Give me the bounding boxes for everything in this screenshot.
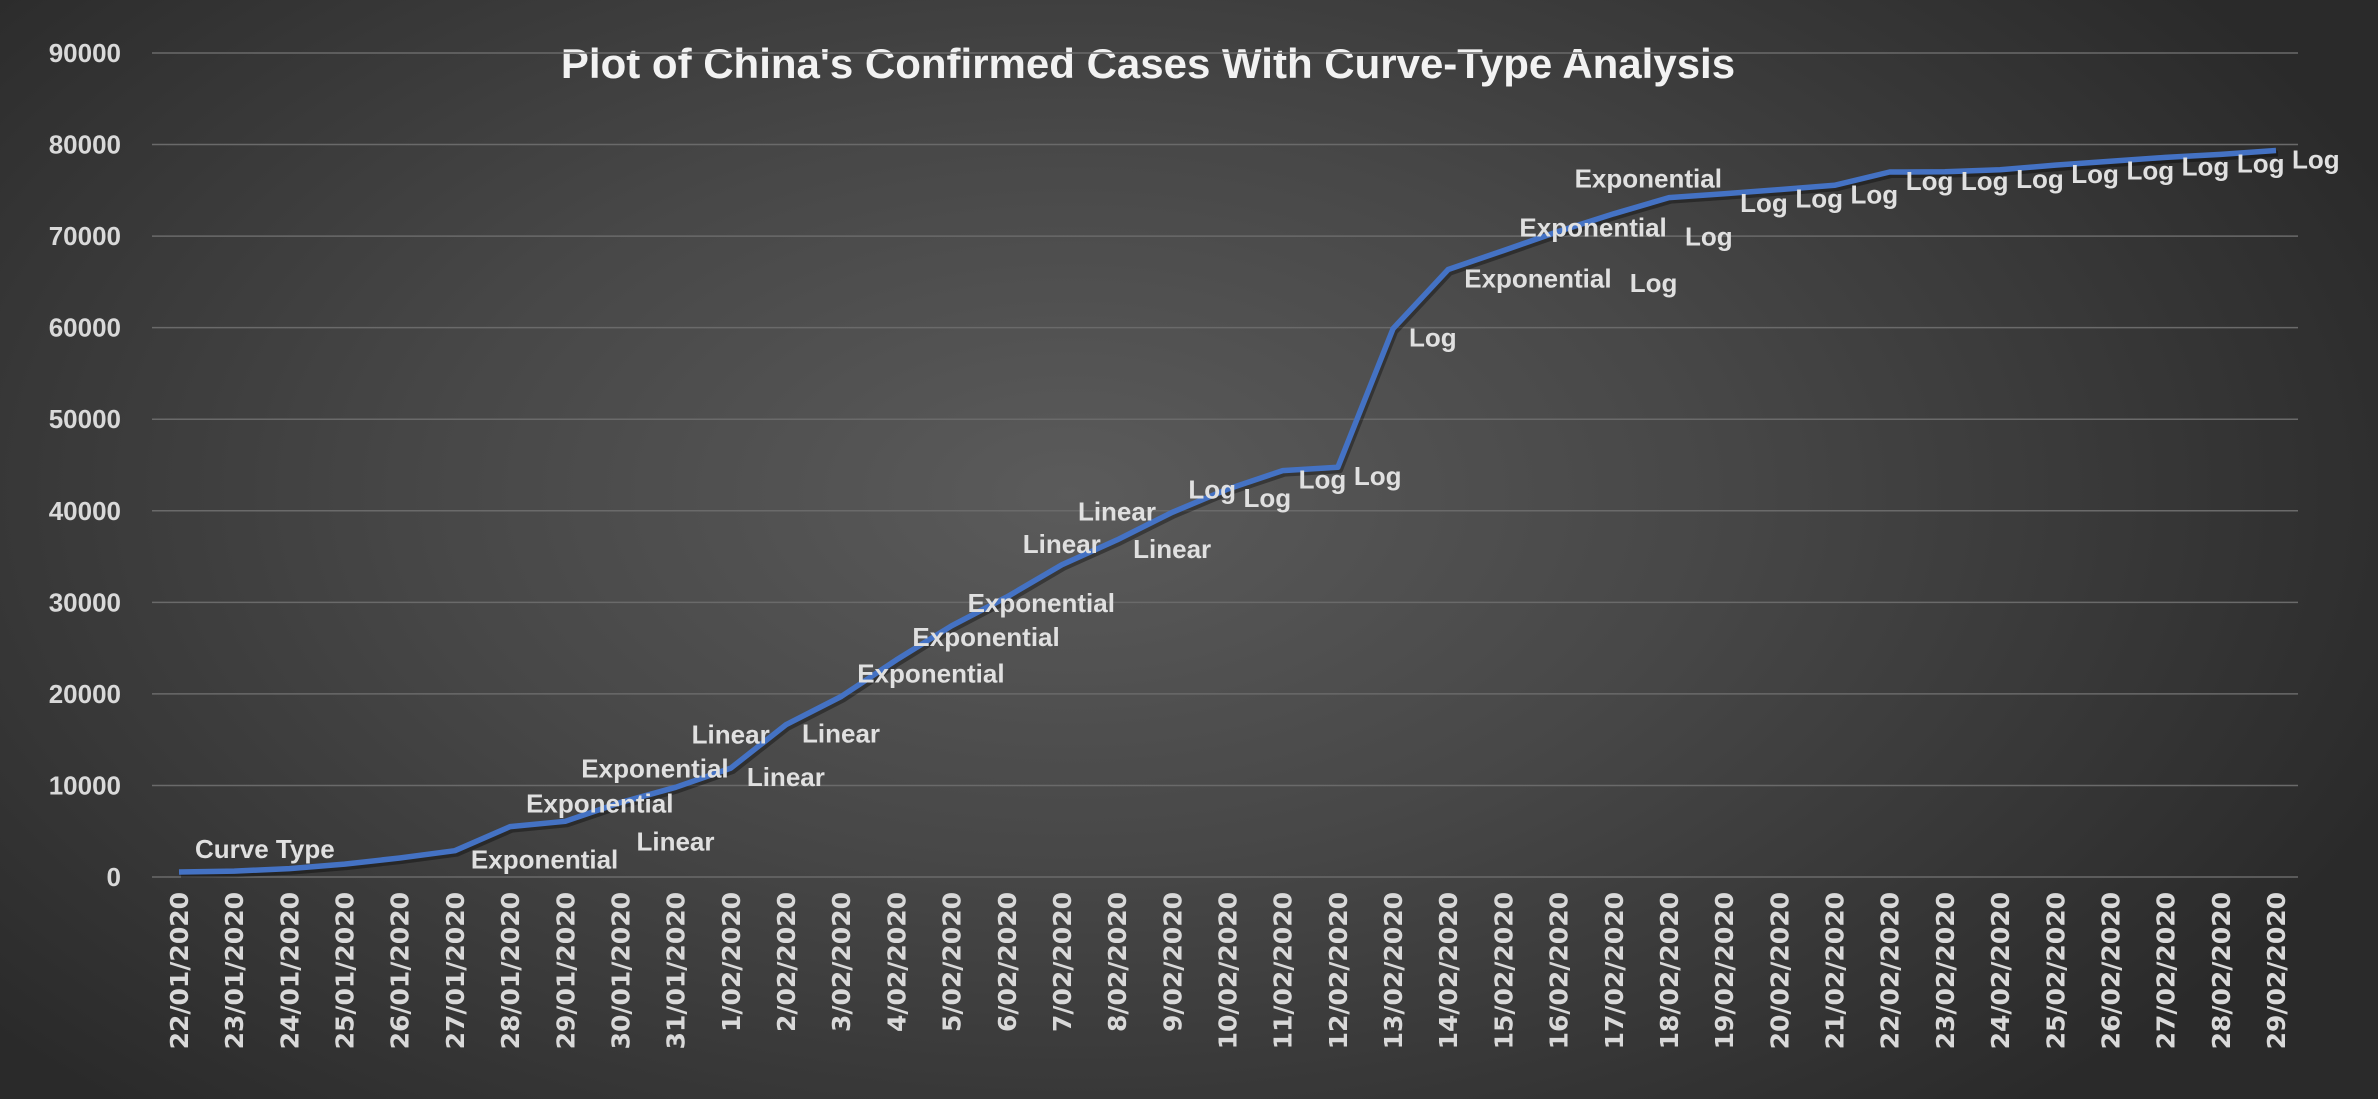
data-label: Exponential [1519,213,1666,243]
data-label: Log [2237,148,2285,178]
x-tick-label: 6/02/2020 [993,892,1022,1032]
data-label: Log [1630,268,1678,298]
data-label: Log [1795,184,1843,214]
x-tick-label: 14/02/2020 [1434,892,1463,1049]
data-label: Linear [1078,497,1156,527]
data-label: Linear [747,762,825,792]
data-label: Linear [636,826,714,856]
data-label: Log [1244,483,1292,513]
x-tick-label: 27/02/2020 [2152,892,2181,1049]
x-tick-label: 8/02/2020 [1103,892,1132,1032]
y-tick-label: 0 [107,862,121,892]
data-label: Log [2016,164,2064,194]
data-label: Exponential [526,789,673,819]
x-tick-label: 4/02/2020 [882,892,911,1032]
data-label: Exponential [471,845,618,875]
y-tick-label: 10000 [49,770,121,800]
x-tick-label: 25/02/2020 [2041,892,2070,1049]
x-tick-label: 23/01/2020 [220,892,249,1049]
data-label: Exponential [1575,163,1722,193]
data-label: Exponential [1464,263,1611,293]
x-tick-label: 17/02/2020 [1600,892,1629,1049]
data-label: Exponential [912,622,1059,652]
data-label: Log [1685,222,1733,252]
data-label: Log [1851,179,1899,209]
y-tick-label: 80000 [49,130,121,160]
x-tick-label: 7/02/2020 [1048,892,1077,1032]
y-tick-label: 30000 [49,587,121,617]
data-label: Log [1961,166,2009,196]
y-tick-label: 20000 [49,679,121,709]
y-tick-label: 60000 [49,313,121,343]
x-tick-label: 28/02/2020 [2207,892,2236,1049]
y-tick-label: 70000 [49,221,121,251]
data-label: Curve Type [195,834,335,864]
x-tick-label: 26/01/2020 [386,892,415,1049]
data-label: Log [1354,461,1402,491]
series-line-shadow [180,150,2279,878]
x-tick-label: 22/02/2020 [1876,892,1905,1049]
x-tick-label: 12/02/2020 [1324,892,1353,1049]
x-tick-label: 30/01/2020 [606,892,635,1049]
data-label: Linear [1023,529,1101,559]
x-tick-label: 24/02/2020 [1986,892,2015,1049]
x-tick-label: 29/02/2020 [2262,892,2291,1049]
data-label: Linear [1133,534,1211,564]
x-tick-label: 22/01/2020 [165,892,194,1049]
x-tick-label: 15/02/2020 [1489,892,1518,1049]
x-tick-label: 31/01/2020 [662,892,691,1049]
x-tick-label: 5/02/2020 [938,892,967,1032]
data-label: Log [1409,323,1457,353]
data-label: Log [2071,159,2119,189]
x-tick-label: 29/01/2020 [551,892,580,1049]
chart-title: Plot of China's Confirmed Cases With Cur… [561,40,1735,87]
data-label: Linear [802,719,880,749]
x-tick-label: 13/02/2020 [1379,892,1408,1049]
x-tick-label: 25/01/2020 [331,892,360,1049]
y-tick-label: 40000 [49,496,121,526]
x-tick-label: 26/02/2020 [2096,892,2125,1049]
y-tick-label: 90000 [49,38,121,68]
x-tick-label: 10/02/2020 [1214,892,1243,1049]
x-tick-label: 27/01/2020 [441,892,470,1049]
data-label: Exponential [857,658,1004,688]
data-label: Linear [692,719,770,749]
x-tick-label: 28/01/2020 [496,892,525,1049]
x-tick-label: 16/02/2020 [1545,892,1574,1049]
x-tick-label: 2/02/2020 [772,892,801,1032]
x-tick-label: 24/01/2020 [275,892,304,1049]
x-tick-label: 3/02/2020 [827,892,856,1032]
data-label: Log [1299,465,1347,495]
data-label: Log [2182,151,2230,181]
data-label: Log [1188,474,1236,504]
x-tick-label: 18/02/2020 [1655,892,1684,1049]
data-label: Log [2126,155,2174,185]
x-tick-label: 19/02/2020 [1710,892,1739,1049]
data-label: Exponential [968,588,1115,618]
data-label: Log [1906,166,1954,196]
data-label: Log [1740,188,1788,218]
x-tick-label: 9/02/2020 [1158,892,1187,1032]
data-label: Exponential [581,753,728,783]
y-tick-label: 50000 [49,404,121,434]
x-tick-label: 11/02/2020 [1269,892,1298,1049]
x-tick-label: 23/02/2020 [1931,892,1960,1049]
data-label: Log [2292,144,2340,174]
x-tick-label: 21/02/2020 [1821,892,1850,1049]
x-tick-label: 20/02/2020 [1765,892,1794,1049]
x-tick-label: 1/02/2020 [717,892,746,1032]
